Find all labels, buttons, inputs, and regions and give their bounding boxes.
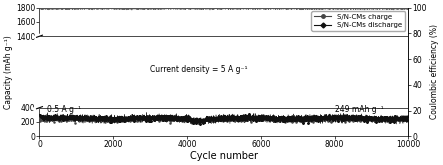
X-axis label: Cycle number: Cycle number <box>190 151 258 161</box>
Y-axis label: Capacity (mAh g⁻¹): Capacity (mAh g⁻¹) <box>4 35 13 109</box>
Text: 0.5 A g⁻¹: 0.5 A g⁻¹ <box>47 105 81 114</box>
Text: Current density = 5 A g⁻¹: Current density = 5 A g⁻¹ <box>150 65 248 74</box>
Y-axis label: Coulombic efficiency (%): Coulombic efficiency (%) <box>430 24 439 119</box>
Text: 249 mAh g⁻¹: 249 mAh g⁻¹ <box>334 105 383 114</box>
Bar <box>39 36 408 108</box>
Legend: S/N-CMs charge, S/N-CMs discharge: S/N-CMs charge, S/N-CMs discharge <box>311 11 405 31</box>
